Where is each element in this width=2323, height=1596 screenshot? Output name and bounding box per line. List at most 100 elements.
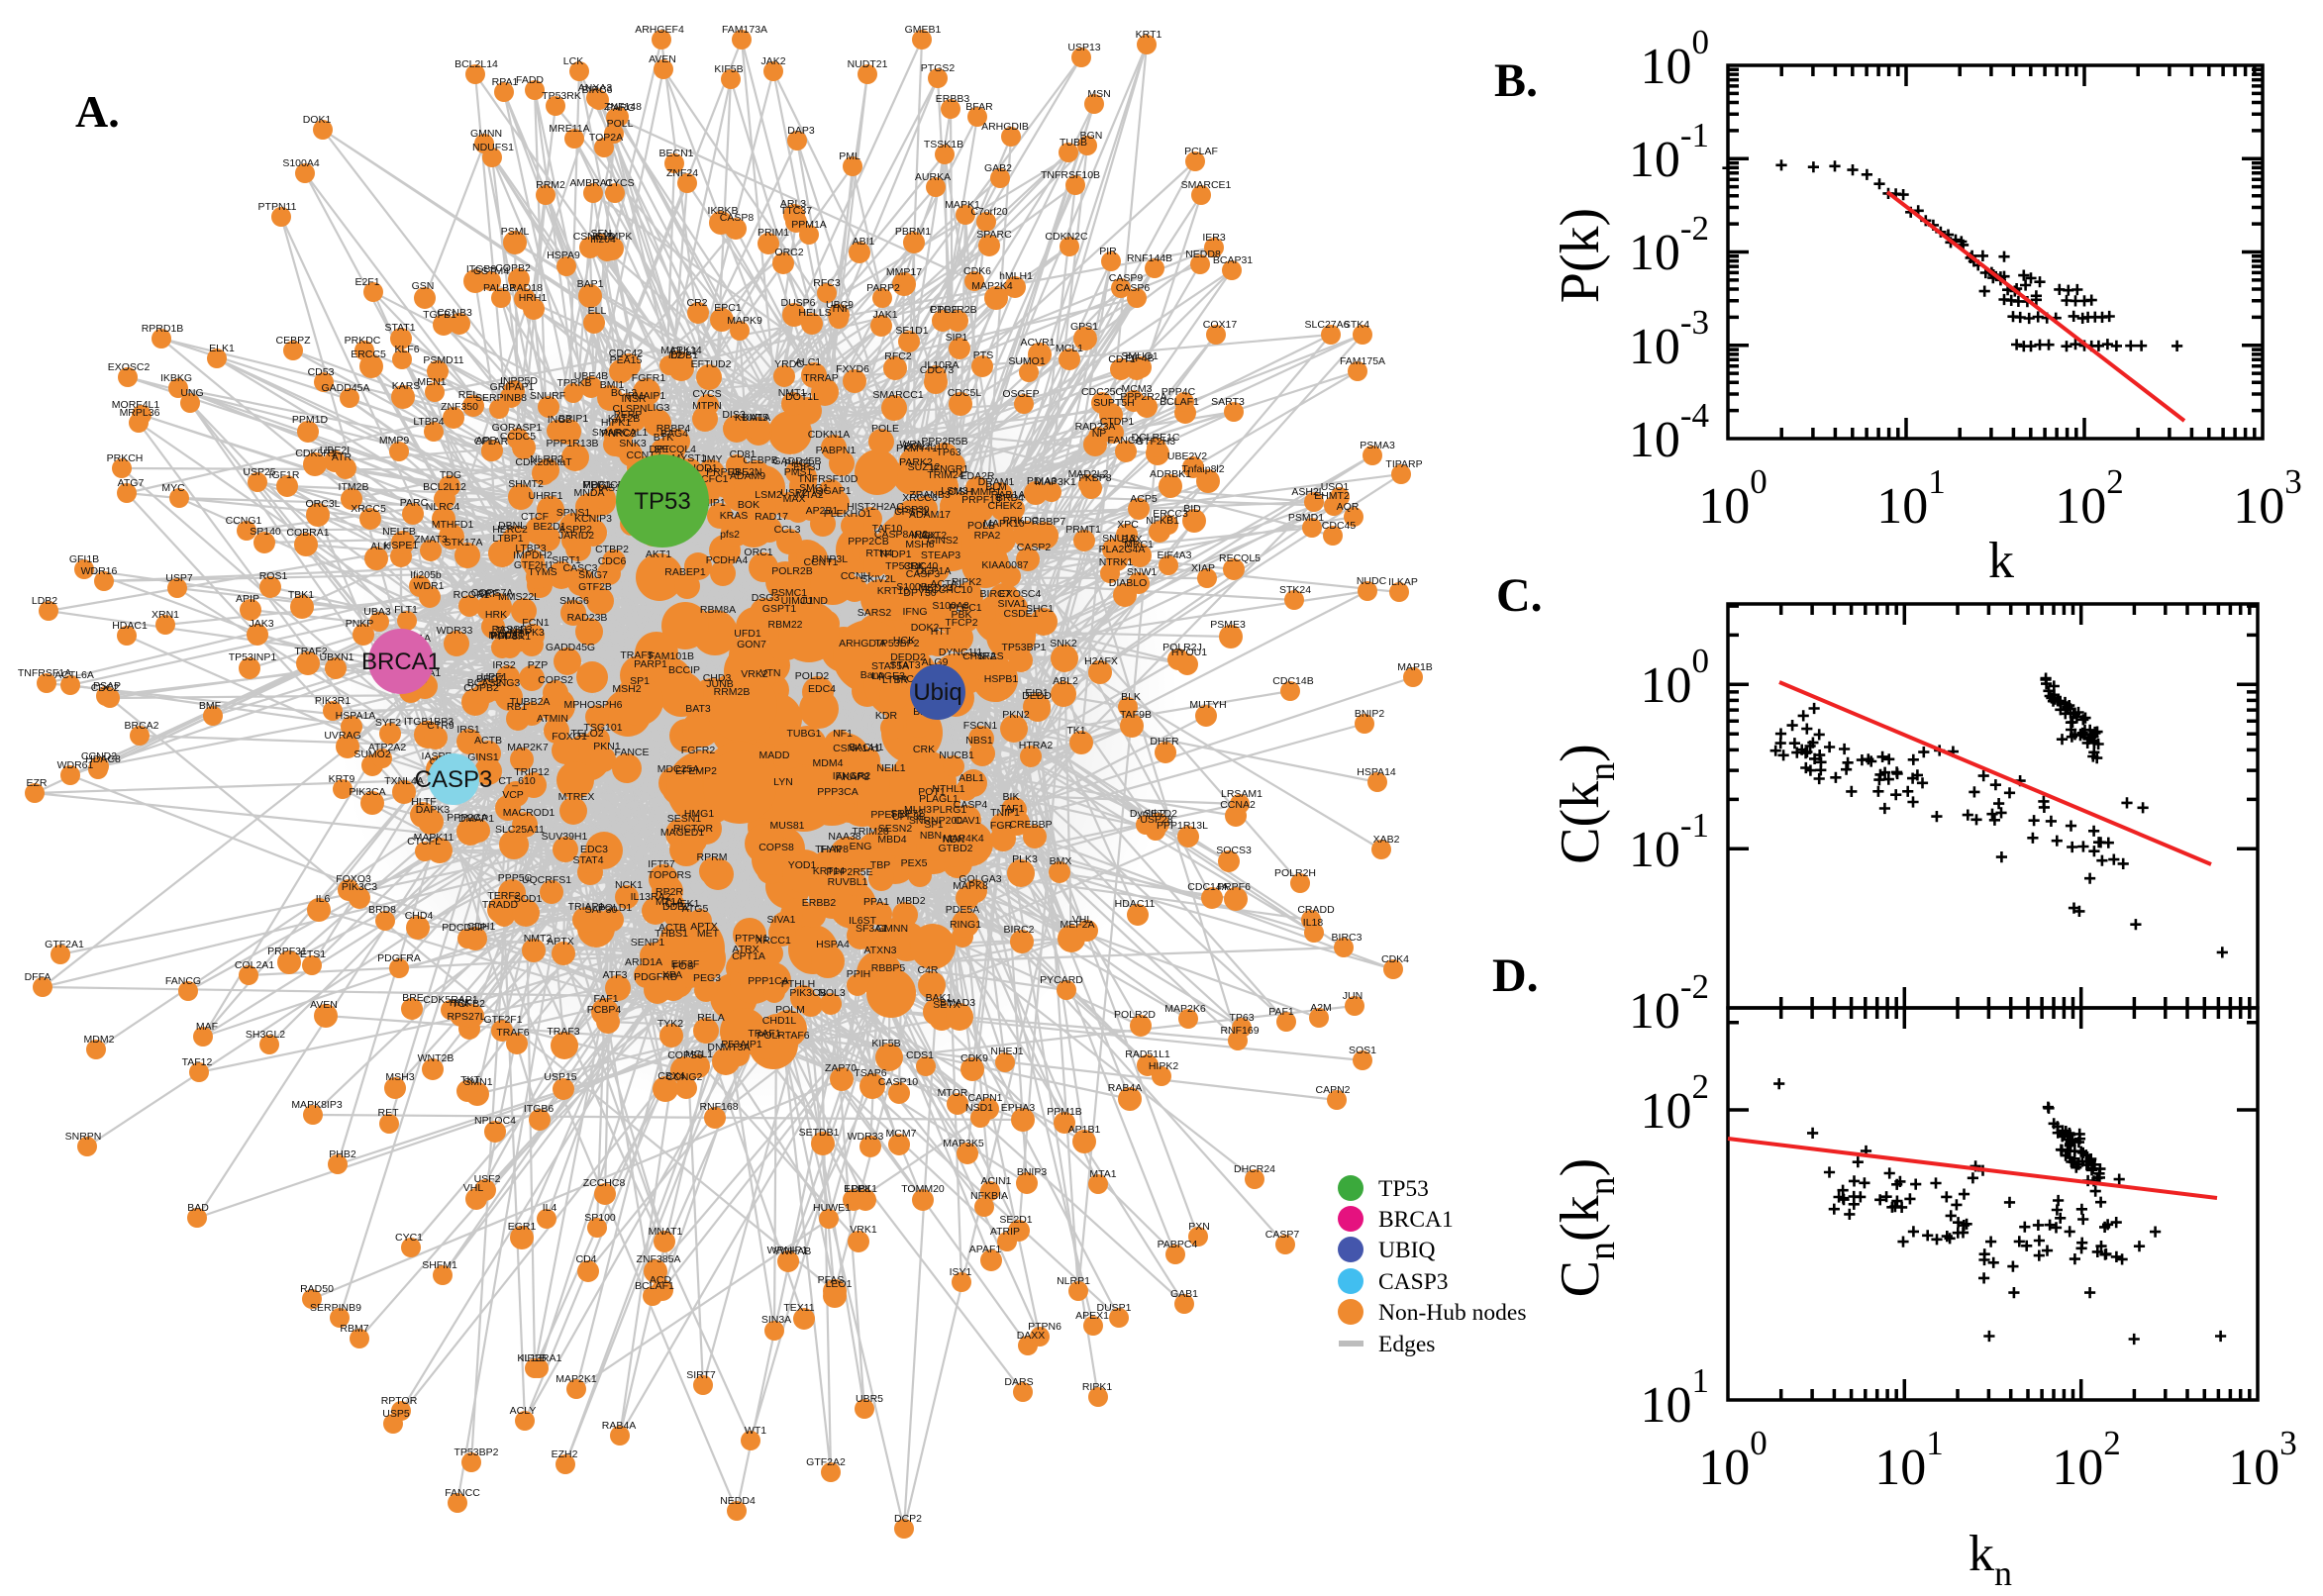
svg-text:COL2A1: COL2A1 [235, 959, 274, 971]
svg-text:SPARC: SPARC [976, 229, 1012, 241]
svg-text:TP53: TP53 [634, 488, 690, 515]
svg-text:DCP1A: DCP1A [916, 565, 951, 577]
svg-text:ITM2B: ITM2B [339, 481, 369, 493]
svg-text:HRK: HRK [485, 609, 507, 621]
svg-text:NDUFS1: NDUFS1 [472, 142, 514, 153]
svg-text:E2F1: E2F1 [354, 276, 379, 288]
svg-text:KIAA0087: KIAA0087 [981, 559, 1028, 571]
svg-text:BRCA1: BRCA1 [361, 648, 441, 675]
svg-text:SNURF: SNURF [530, 390, 565, 402]
svg-text:FGFR1: FGFR1 [632, 372, 666, 384]
svg-text:XIAP: XIAP [1191, 562, 1215, 574]
svg-text:PXN: PXN [1188, 1221, 1210, 1233]
svg-text:PSMD11: PSMD11 [423, 354, 463, 366]
svg-text:ZNF24: ZNF24 [666, 167, 698, 179]
svg-text:JAK1: JAK1 [872, 309, 897, 321]
svg-text:TSAP6: TSAP6 [854, 1067, 886, 1079]
svg-text:CDK5RAP1: CDK5RAP1 [423, 994, 478, 1006]
svg-text:XPA: XPA [662, 969, 682, 981]
svg-text:PDGFRA: PDGFRA [377, 952, 421, 964]
svg-text:CHD3: CHD3 [703, 672, 732, 684]
svg-text:CCNG1: CCNG1 [226, 515, 262, 527]
svg-text:GADD45B: GADD45B [772, 455, 821, 467]
svg-text:USP13: USP13 [1067, 42, 1100, 53]
svg-text:GMEB1: GMEB1 [905, 24, 942, 36]
svg-text:MCL1: MCL1 [685, 1048, 713, 1060]
svg-text:UBE4B: UBE4B [574, 370, 608, 382]
svg-text:ZCCHC8: ZCCHC8 [583, 1177, 626, 1189]
svg-text:MSH6: MSH6 [905, 539, 934, 550]
svg-text:MSN: MSN [1087, 88, 1110, 100]
svg-text:H2AFX: H2AFX [1084, 655, 1118, 667]
svg-text:ELK1: ELK1 [209, 343, 235, 354]
svg-text:MAP4K4: MAP4K4 [943, 833, 984, 845]
svg-text:PIAS1: PIAS1 [591, 482, 621, 494]
svg-text:AKT2: AKT2 [921, 530, 947, 542]
svg-text:MBD2: MBD2 [896, 895, 925, 907]
svg-text:PARG: PARG [607, 102, 636, 114]
svg-text:YRDC: YRDC [774, 358, 804, 370]
svg-text:COPS8: COPS8 [758, 842, 794, 853]
svg-text:AKAP8: AKAP8 [836, 771, 869, 783]
svg-text:APTX: APTX [690, 921, 717, 933]
svg-text:ADAM17: ADAM17 [909, 509, 951, 521]
svg-text:ASPP2: ASPP2 [558, 524, 592, 536]
svg-text:DUSP6: DUSP6 [780, 297, 815, 309]
svg-text:RBM7: RBM7 [340, 1323, 368, 1335]
svg-text:PARC: PARC [400, 497, 429, 509]
svg-text:GSN: GSN [412, 280, 435, 292]
svg-text:INPP5D: INPP5D [500, 375, 538, 387]
svg-text:IRS1: IRS1 [456, 724, 480, 736]
svg-text:PCDHA4: PCDHA4 [706, 554, 749, 566]
svg-text:DAXX: DAXX [1017, 1330, 1046, 1342]
svg-text:WRNIP1: WRNIP1 [767, 1245, 808, 1256]
svg-text:TIPARP: TIPARP [1385, 458, 1422, 470]
svg-text:TONSL: TONSL [496, 625, 531, 637]
svg-text:COX17: COX17 [1203, 319, 1238, 331]
svg-text:TXNL4A: TXNL4A [384, 775, 424, 787]
svg-text:FANCA: FANCA [1107, 435, 1142, 447]
svg-text:CCND2: CCND2 [81, 750, 117, 762]
svg-text:ARHGDIA: ARHGDIA [839, 638, 886, 649]
svg-text:TP63: TP63 [1229, 1012, 1254, 1024]
svg-text:TRAF6: TRAF6 [496, 1027, 529, 1039]
svg-text:SIP1: SIP1 [946, 332, 968, 344]
svg-text:CSDE1: CSDE1 [1003, 608, 1038, 620]
svg-text:PERP: PERP [614, 409, 643, 421]
svg-text:CDKN2C: CDKN2C [1045, 231, 1088, 243]
svg-text:KDM1A: KDM1A [735, 412, 770, 424]
svg-text:TRAF5: TRAF5 [620, 649, 653, 661]
svg-text:USP28: USP28 [1140, 814, 1172, 826]
svg-text:MEN1: MEN1 [417, 376, 446, 388]
svg-text:CBX4: CBX4 [657, 1070, 685, 1082]
svg-text:KIF5B: KIF5B [871, 1038, 900, 1049]
svg-text:CYC1: CYC1 [395, 1232, 423, 1244]
svg-text:PPM1D: PPM1D [292, 414, 329, 426]
svg-text:CTDP1: CTDP1 [1100, 416, 1135, 428]
svg-text:TELO2: TELO2 [570, 728, 603, 740]
svg-text:BRD8: BRD8 [368, 904, 396, 916]
svg-text:CASP3: CASP3 [906, 568, 941, 580]
svg-text:NLRP1: NLRP1 [1057, 1275, 1090, 1287]
svg-text:GTF2A1: GTF2A1 [45, 939, 84, 950]
svg-text:SNU13: SNU13 [1102, 533, 1136, 545]
svg-text:BRIP1: BRIP1 [558, 413, 589, 425]
svg-text:TNF: TNF [831, 303, 851, 315]
svg-text:TOP2A: TOP2A [589, 132, 623, 144]
svg-text:TRIP12: TRIP12 [514, 766, 550, 778]
svg-text:UBR5: UBR5 [856, 1393, 883, 1405]
svg-text:ZRANB3: ZRANB3 [909, 489, 951, 501]
svg-text:AP2B1: AP2B1 [806, 505, 839, 517]
svg-text:PBK: PBK [951, 609, 971, 621]
svg-text:XRN1: XRN1 [152, 609, 179, 621]
svg-text:TRAF3: TRAF3 [547, 1026, 579, 1038]
svg-text:INGX: INGX [911, 530, 937, 542]
svg-text:MAPK10: MAPK10 [983, 518, 1025, 530]
svg-text:GAB2: GAB2 [984, 162, 1012, 174]
svg-text:BCAP31: BCAP31 [1213, 254, 1253, 266]
svg-text:SF1: SF1 [924, 819, 943, 831]
svg-text:PHB2: PHB2 [329, 1148, 356, 1160]
svg-text:LEO1: LEO1 [826, 1278, 853, 1290]
svg-text:THBS1: THBS1 [655, 928, 688, 940]
svg-text:BIRC6: BIRC6 [582, 84, 613, 96]
